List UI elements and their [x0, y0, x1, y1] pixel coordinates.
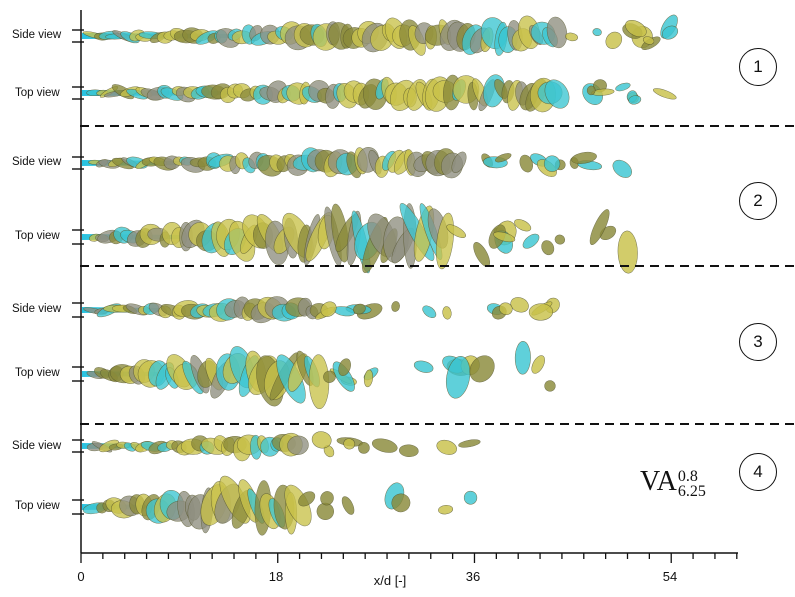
vortex-fragment [298, 491, 316, 507]
vortex-fragment [543, 155, 561, 172]
vortex-fragment [554, 234, 566, 245]
vortex-structure [287, 435, 309, 455]
vortex-structure [98, 439, 120, 453]
plume-3-top [82, 341, 556, 410]
vortex-fragment [605, 31, 623, 49]
vortex-fragment [531, 355, 545, 374]
vortex-fragment [399, 444, 419, 458]
vortex-fragment [363, 369, 374, 388]
vortex-fragment [463, 490, 478, 505]
x-tick-label-18: 18 [268, 569, 284, 584]
annotation-base: VA [640, 466, 677, 497]
vortex-fragment [514, 341, 531, 375]
vortex-fragment [522, 233, 540, 249]
annotation-superscript: 0.8 [677, 467, 698, 485]
panel-number-1: 1 [739, 48, 777, 86]
vortex-fragment [358, 442, 370, 454]
vortex-fragment [469, 355, 495, 383]
vortex-fragment [528, 303, 554, 321]
vortex-fragment [510, 297, 529, 313]
vortex-fragment [343, 438, 356, 450]
vortex-fragment [589, 209, 610, 246]
panel-number-2: 2 [739, 182, 777, 220]
vortex-fragment [442, 306, 452, 320]
vortex-fragment [445, 356, 471, 399]
plume-1-side [82, 14, 679, 56]
side-view-label-4: Side view [12, 440, 62, 452]
side-view-label-1: Side view [12, 29, 62, 41]
case-annotation: VA 0.8 6.25 [640, 466, 706, 499]
vortex-fragment [625, 19, 647, 38]
plume-2-side [82, 147, 632, 179]
vortex-fragment [438, 504, 454, 515]
plume-2-top [82, 203, 638, 274]
top-view-label-2: Top view [15, 230, 60, 242]
vortex-fragment [311, 431, 332, 449]
x-tick-label-54: 54 [662, 569, 678, 584]
x-tick-label-0: 0 [77, 569, 85, 584]
vortex-fragment [338, 358, 351, 377]
vortex-fragment [320, 491, 334, 506]
plume-3-side [82, 296, 560, 324]
panel-number-3: 3 [739, 323, 777, 361]
vortex-fragment [494, 153, 512, 163]
vortex-fragment [499, 302, 513, 315]
vortex-fragment [571, 151, 597, 164]
plume-4-side [82, 431, 481, 462]
vortex-fragment [652, 88, 677, 100]
vortex-fragment [519, 154, 533, 173]
top-view-label-4: Top view [15, 500, 60, 512]
vortex-fragment [617, 230, 638, 274]
vortex-fragment [391, 493, 411, 513]
plume-1-top [82, 74, 677, 113]
side-view-label-3: Side view [12, 303, 62, 315]
vortex-fragment [615, 82, 631, 92]
vortex-fragment [493, 231, 516, 243]
vortex-fragment [544, 380, 556, 392]
vortex-structure [544, 79, 570, 109]
vortex-fragment [514, 219, 532, 232]
vortex-fragment [353, 303, 366, 315]
vortex-structure [546, 16, 568, 49]
vortex-fragment [341, 496, 355, 515]
x-tick-label-36: 36 [465, 569, 481, 584]
vortex-fragment [413, 360, 434, 373]
side-view-label-2: Side view [12, 156, 62, 168]
plume-4-top [82, 475, 478, 536]
vortex-fragment [592, 28, 602, 37]
vortex-fragment [446, 224, 466, 238]
vortex-fragment [586, 85, 596, 96]
vortex-fragment [642, 36, 655, 45]
vortex-fragment [391, 301, 400, 312]
top-view-label-3: Top view [15, 367, 60, 379]
vortex-fragment [661, 25, 679, 40]
annotation-subscript: 6.25 [677, 482, 706, 500]
vortex-fragment [422, 305, 437, 319]
vortex-fragment [628, 95, 642, 105]
vortex-fragment [320, 301, 337, 317]
vortex-fragment [458, 439, 481, 448]
vortex-fragment [565, 32, 578, 42]
vortex-fragment [541, 240, 555, 256]
vortex-fragment [436, 439, 457, 455]
vortex-fragment [323, 370, 336, 383]
top-view-label-1: Top view [15, 87, 60, 99]
vortex-fragment [371, 438, 398, 453]
panel-number-4: 4 [739, 453, 777, 491]
vortex-fragment [612, 159, 632, 178]
x-axis-label: x/d [-] [373, 573, 407, 588]
vortex-structure [451, 151, 467, 173]
